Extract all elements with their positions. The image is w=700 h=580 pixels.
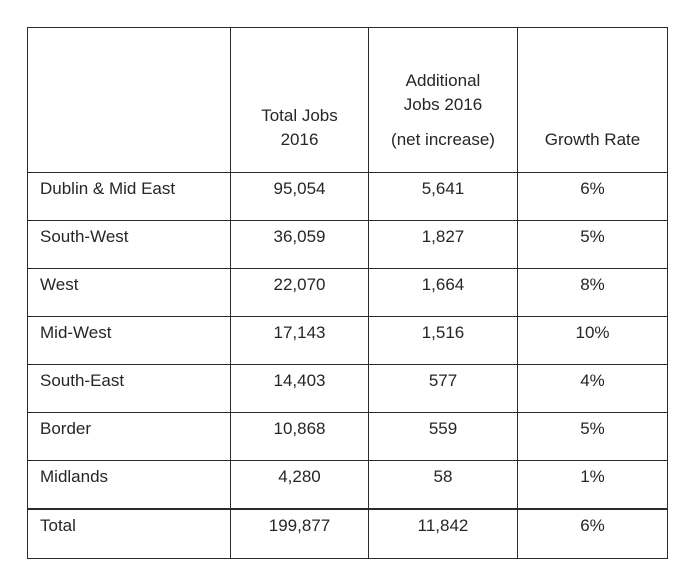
header-total-jobs: Total Jobs 2016 <box>230 27 369 173</box>
table-row: South-East 14,403 577 4% <box>27 364 668 413</box>
header-additional-jobs-line2: Jobs 2016 <box>403 95 483 114</box>
cell-growth-rate: 4% <box>517 364 668 413</box>
cell-total-jobs: 36,059 <box>230 220 369 269</box>
header-additional-jobs: Additional Jobs 2016 (net increase) <box>368 27 518 173</box>
cell-total-jobs: 22,070 <box>230 268 369 317</box>
cell-additional-jobs: 559 <box>368 412 518 461</box>
table-body: Dublin & Mid East 95,054 5,641 6% South-… <box>27 172 668 559</box>
cell-additional-jobs: 5,641 <box>368 172 518 221</box>
cell-total-label: Total <box>27 507 231 559</box>
table-row: Dublin & Mid East 95,054 5,641 6% <box>27 172 668 221</box>
header-growth-rate: Growth Rate <box>517 27 668 173</box>
cell-growth-rate: 5% <box>517 412 668 461</box>
cell-total-jobs: 10,868 <box>230 412 369 461</box>
cell-region: Midlands <box>27 460 231 509</box>
table-row: Border 10,868 559 5% <box>27 412 668 461</box>
cell-region: Mid-West <box>27 316 231 365</box>
cell-region: South-East <box>27 364 231 413</box>
cell-total-jobs: 95,054 <box>230 172 369 221</box>
cell-additional-jobs: 1,516 <box>368 316 518 365</box>
cell-growth-rate: 8% <box>517 268 668 317</box>
header-row: Total Jobs 2016 Additional Jobs 2016 (ne… <box>27 27 668 173</box>
header-additional-jobs-note: (net increase) <box>391 130 495 149</box>
cell-region: Border <box>27 412 231 461</box>
cell-growth-rate: 1% <box>517 460 668 509</box>
table-row: West 22,070 1,664 8% <box>27 268 668 317</box>
header-total-jobs-label: Total Jobs 2016 <box>261 106 338 149</box>
table-row: Mid-West 17,143 1,516 10% <box>27 316 668 365</box>
cell-additional-jobs: 1,664 <box>368 268 518 317</box>
total-row: Total 199,877 11,842 6% <box>27 507 668 559</box>
cell-region: South-West <box>27 220 231 269</box>
cell-additional-jobs: 58 <box>368 460 518 509</box>
cell-additional-jobs: 1,827 <box>368 220 518 269</box>
cell-total-jobs: 4,280 <box>230 460 369 509</box>
cell-total-jobs: 14,403 <box>230 364 369 413</box>
cell-growth-rate: 6% <box>517 172 668 221</box>
cell-growth-rate-overall: 6% <box>517 507 668 559</box>
cell-growth-rate: 5% <box>517 220 668 269</box>
cell-additional-jobs-sum: 11,842 <box>368 507 518 559</box>
header-region <box>27 27 231 173</box>
header-additional-jobs-line1: Additional <box>405 71 481 90</box>
regional-jobs-table: Total Jobs 2016 Additional Jobs 2016 (ne… <box>27 27 668 559</box>
cell-additional-jobs: 577 <box>368 364 518 413</box>
header-spacer <box>369 117 517 128</box>
cell-total-jobs: 17,143 <box>230 316 369 365</box>
cell-growth-rate: 10% <box>517 316 668 365</box>
table-header: Total Jobs 2016 Additional Jobs 2016 (ne… <box>27 27 668 173</box>
cell-region: Dublin & Mid East <box>27 172 231 221</box>
table-row: South-West 36,059 1,827 5% <box>27 220 668 269</box>
table-row: Midlands 4,280 58 1% <box>27 460 668 509</box>
cell-total-jobs-sum: 199,877 <box>230 507 369 559</box>
cell-region: West <box>27 268 231 317</box>
